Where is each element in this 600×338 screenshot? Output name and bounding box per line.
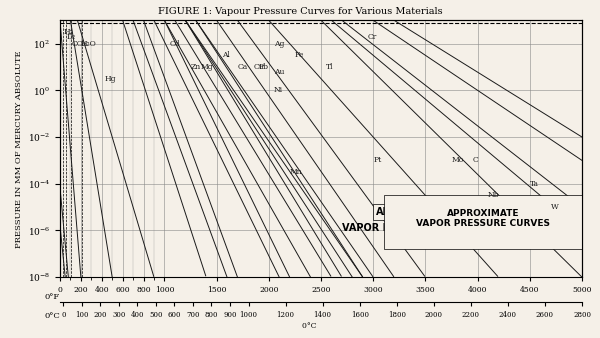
Text: 0°F: 0°F bbox=[45, 293, 60, 301]
Text: Ca: Ca bbox=[238, 63, 248, 71]
Text: Ni: Ni bbox=[274, 86, 283, 94]
Text: H₂O: H₂O bbox=[81, 40, 97, 48]
Text: APPROXIMATE: APPROXIMATE bbox=[376, 207, 454, 217]
Text: Tl: Tl bbox=[326, 63, 334, 71]
Text: Al: Al bbox=[222, 51, 230, 59]
Text: CO₂: CO₂ bbox=[71, 40, 86, 48]
Text: Mo: Mo bbox=[452, 156, 464, 164]
Text: APPROXIMATE
VAPOR PRESSURE CURVES: APPROXIMATE VAPOR PRESSURE CURVES bbox=[416, 209, 550, 228]
Text: Cr: Cr bbox=[368, 33, 377, 41]
Y-axis label: PRESSURE IN MM OF MERCURY ABSOLUTE: PRESSURE IN MM OF MERCURY ABSOLUTE bbox=[16, 50, 23, 247]
Text: Au: Au bbox=[274, 68, 284, 76]
Text: Cd: Cd bbox=[170, 40, 180, 48]
Text: VAPOR PRESSURE CURVES: VAPOR PRESSURE CURVES bbox=[343, 223, 487, 233]
Text: Nb: Nb bbox=[488, 191, 500, 199]
Text: Zn: Zn bbox=[191, 63, 201, 71]
Text: 0°C: 0°C bbox=[44, 312, 60, 320]
Text: Cu: Cu bbox=[253, 63, 264, 71]
Text: Pb: Pb bbox=[259, 63, 268, 71]
Text: Pt: Pt bbox=[373, 156, 382, 164]
Text: W: W bbox=[551, 203, 559, 211]
FancyBboxPatch shape bbox=[383, 195, 582, 249]
Text: FIGURE 1: Vapour Pressure Curves for Various Materials: FIGURE 1: Vapour Pressure Curves for Var… bbox=[158, 7, 442, 16]
Text: Mg: Mg bbox=[201, 63, 214, 71]
Text: C: C bbox=[472, 156, 478, 164]
Text: H₂: H₂ bbox=[63, 28, 73, 36]
Text: D₂: D₂ bbox=[67, 33, 76, 41]
X-axis label: 0°C          : 0°C bbox=[302, 322, 340, 330]
Text: Ag: Ag bbox=[274, 40, 284, 48]
Text: Ta: Ta bbox=[530, 180, 539, 188]
Text: Hg: Hg bbox=[105, 75, 116, 83]
Text: Mn: Mn bbox=[290, 168, 302, 176]
Text: Fe: Fe bbox=[295, 51, 304, 59]
